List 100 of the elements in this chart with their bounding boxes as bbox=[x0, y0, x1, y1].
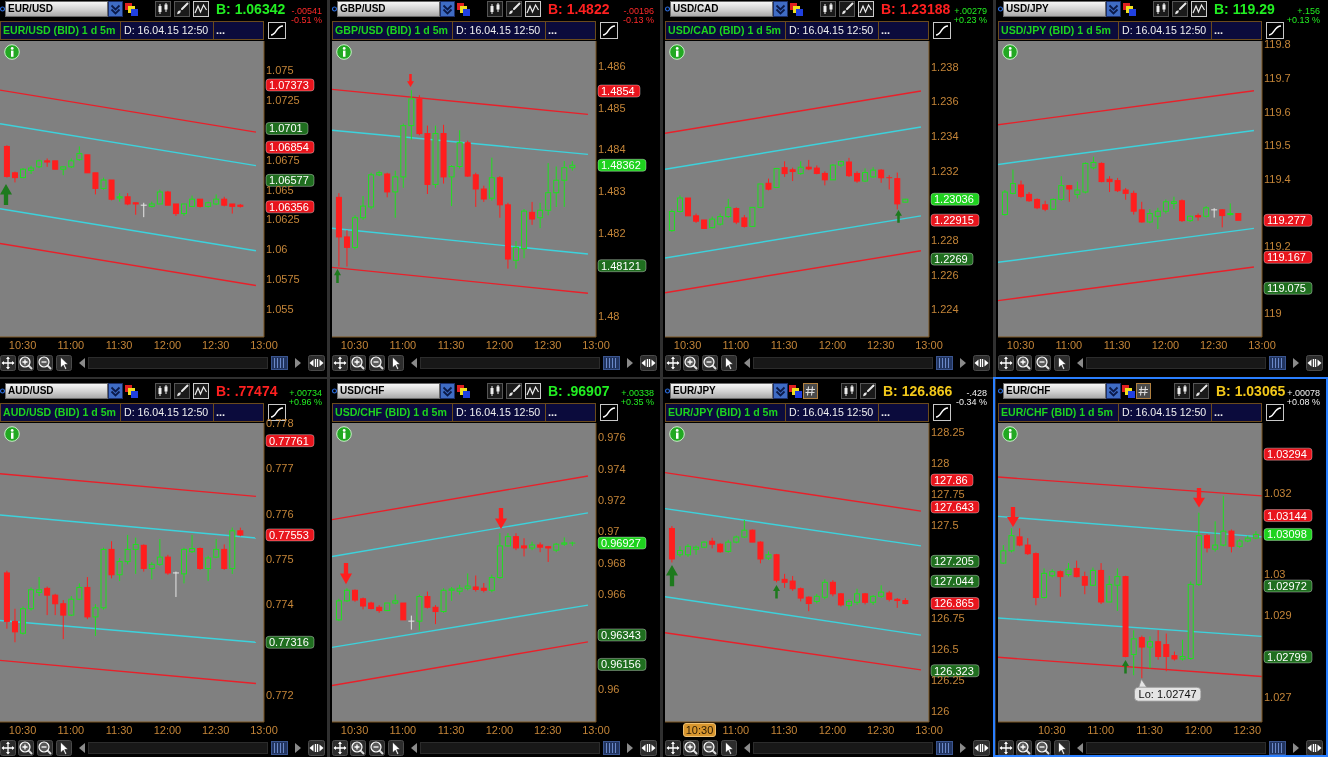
y-tick-label: 0.976 bbox=[598, 431, 626, 444]
candlestick bbox=[1106, 575, 1113, 603]
candlestick bbox=[1195, 213, 1202, 222]
chart-title: EUR/JPY (BID) 1 d 5m bbox=[668, 405, 778, 420]
x-tick-label: 10:30 bbox=[340, 723, 369, 736]
y-tick-label: 1.234 bbox=[931, 130, 959, 143]
y-tick-label: 1.48 bbox=[598, 310, 620, 323]
candlestick bbox=[521, 537, 528, 557]
candlestick bbox=[821, 578, 828, 600]
y-tick-label: 1.06 bbox=[266, 243, 288, 256]
chart-subtitle: D: 16.04.15 12:50 bbox=[124, 23, 209, 38]
candlestick bbox=[221, 543, 228, 571]
y-tick-label: 126.75 bbox=[931, 611, 965, 624]
text: B: 1.06342 bbox=[216, 0, 286, 18]
chart-title: EUR/CHF (BID) 1 d 5m bbox=[1001, 405, 1113, 420]
text: +.00078 bbox=[1287, 388, 1320, 398]
x-tick-label: 13:00 bbox=[250, 723, 278, 736]
text: B: 1.03065 bbox=[1216, 382, 1286, 400]
candlestick bbox=[845, 598, 852, 611]
candlestick bbox=[488, 157, 495, 202]
candlestick bbox=[1227, 202, 1234, 217]
y-tick-label: 126 bbox=[931, 704, 950, 717]
chart-subtitle: D: 16.04.15 12:50 bbox=[1122, 405, 1207, 420]
text: B: 1.4822 bbox=[548, 0, 610, 18]
text: +.00279 bbox=[954, 6, 987, 16]
candlestick bbox=[472, 172, 479, 208]
text: 127.044 bbox=[934, 575, 974, 588]
y-tick-label: 1.483 bbox=[598, 184, 626, 197]
candlestick bbox=[11, 608, 18, 643]
text: 1.2269 bbox=[934, 253, 968, 266]
text: ... bbox=[881, 405, 891, 420]
text: +.00338 bbox=[621, 388, 654, 398]
candlestick bbox=[1154, 207, 1161, 230]
y-tick-label: 0.97 bbox=[598, 525, 620, 538]
text: ... bbox=[548, 23, 558, 38]
text: B: 1.23188 bbox=[881, 0, 951, 18]
text: B: .77474 bbox=[216, 382, 278, 400]
x-tick-label: 10:30 bbox=[1006, 338, 1035, 351]
candlestick bbox=[725, 198, 732, 219]
candlestick bbox=[384, 172, 391, 198]
text: ... bbox=[216, 23, 226, 38]
text: 126.323 bbox=[934, 664, 974, 677]
text: 0.96927 bbox=[601, 537, 641, 550]
text: EUR/USD bbox=[8, 2, 54, 16]
y-tick-label: 119.7 bbox=[1264, 71, 1291, 84]
candlestick bbox=[1001, 189, 1008, 217]
y-tick-label: 0.966 bbox=[598, 588, 626, 601]
x-tick-label: 12:00 bbox=[485, 338, 514, 351]
x-tick-label: 11:00 bbox=[722, 723, 750, 736]
y-tick-label: 0.972 bbox=[598, 494, 626, 507]
text: 1.23036 bbox=[934, 193, 974, 206]
text: +.00734 bbox=[289, 388, 322, 398]
text: 1.07373 bbox=[269, 78, 309, 91]
y-tick-label: 119.8 bbox=[1264, 38, 1291, 51]
x-tick-label: 11:00 bbox=[1087, 723, 1115, 736]
candlestick bbox=[172, 571, 180, 598]
x-tick-label: 11:00 bbox=[57, 723, 85, 736]
candlestick bbox=[28, 165, 35, 175]
y-tick-label: 127.5 bbox=[931, 518, 959, 531]
text: USD/JPY bbox=[1006, 2, 1049, 16]
text: 127.205 bbox=[934, 555, 974, 568]
y-tick-label: 1.029 bbox=[1264, 609, 1292, 622]
x-tick-label: 13:00 bbox=[1248, 338, 1276, 351]
y-tick-label: 1.0625 bbox=[266, 213, 300, 226]
y-tick-label: 1.485 bbox=[598, 101, 626, 114]
y-tick-label: 0.96 bbox=[598, 682, 620, 695]
text: +0.35 % bbox=[620, 397, 654, 407]
candlestick bbox=[52, 593, 59, 616]
y-tick-label: 0.974 bbox=[598, 462, 626, 475]
y-tick-label: 1.228 bbox=[931, 233, 959, 246]
text: 1.06356 bbox=[269, 200, 309, 213]
text: ... bbox=[881, 23, 891, 38]
y-tick-label: 0.777 bbox=[266, 462, 294, 475]
y-tick-label: 0.776 bbox=[266, 507, 294, 520]
candlestick bbox=[1058, 175, 1065, 202]
candlestick bbox=[561, 160, 568, 208]
candlestick bbox=[1155, 629, 1162, 661]
y-tick-label: 119.6 bbox=[1264, 105, 1291, 118]
x-tick-label: 12:00 bbox=[153, 723, 182, 736]
x-tick-label: 12:00 bbox=[818, 723, 847, 736]
chart-subtitle: D: 16.04.15 12:50 bbox=[1122, 23, 1207, 38]
y-tick-label: 119.2 bbox=[1264, 240, 1291, 253]
y-tick-label: 127.75 bbox=[931, 487, 965, 500]
text: GBP/USD bbox=[340, 2, 386, 16]
candlestick bbox=[529, 201, 536, 226]
x-tick-label: 13:00 bbox=[250, 338, 278, 351]
text: 1.03144 bbox=[1267, 509, 1307, 522]
text: 0.77553 bbox=[269, 528, 309, 541]
y-tick-label: 119 bbox=[1264, 307, 1282, 320]
y-tick-label: 0.968 bbox=[598, 556, 626, 569]
text: EUR/CHF bbox=[1006, 384, 1051, 398]
text: 1.03294 bbox=[1267, 448, 1307, 461]
text: 0.77316 bbox=[269, 636, 309, 649]
time-label: 10:30 bbox=[683, 723, 716, 737]
x-tick-label: 13:00 bbox=[915, 723, 943, 736]
text: 126.865 bbox=[934, 597, 974, 610]
candlestick bbox=[1228, 528, 1235, 553]
text: -0.51 % bbox=[290, 15, 322, 25]
x-tick-label: 13:00 bbox=[582, 723, 610, 736]
candlestick bbox=[164, 554, 171, 576]
